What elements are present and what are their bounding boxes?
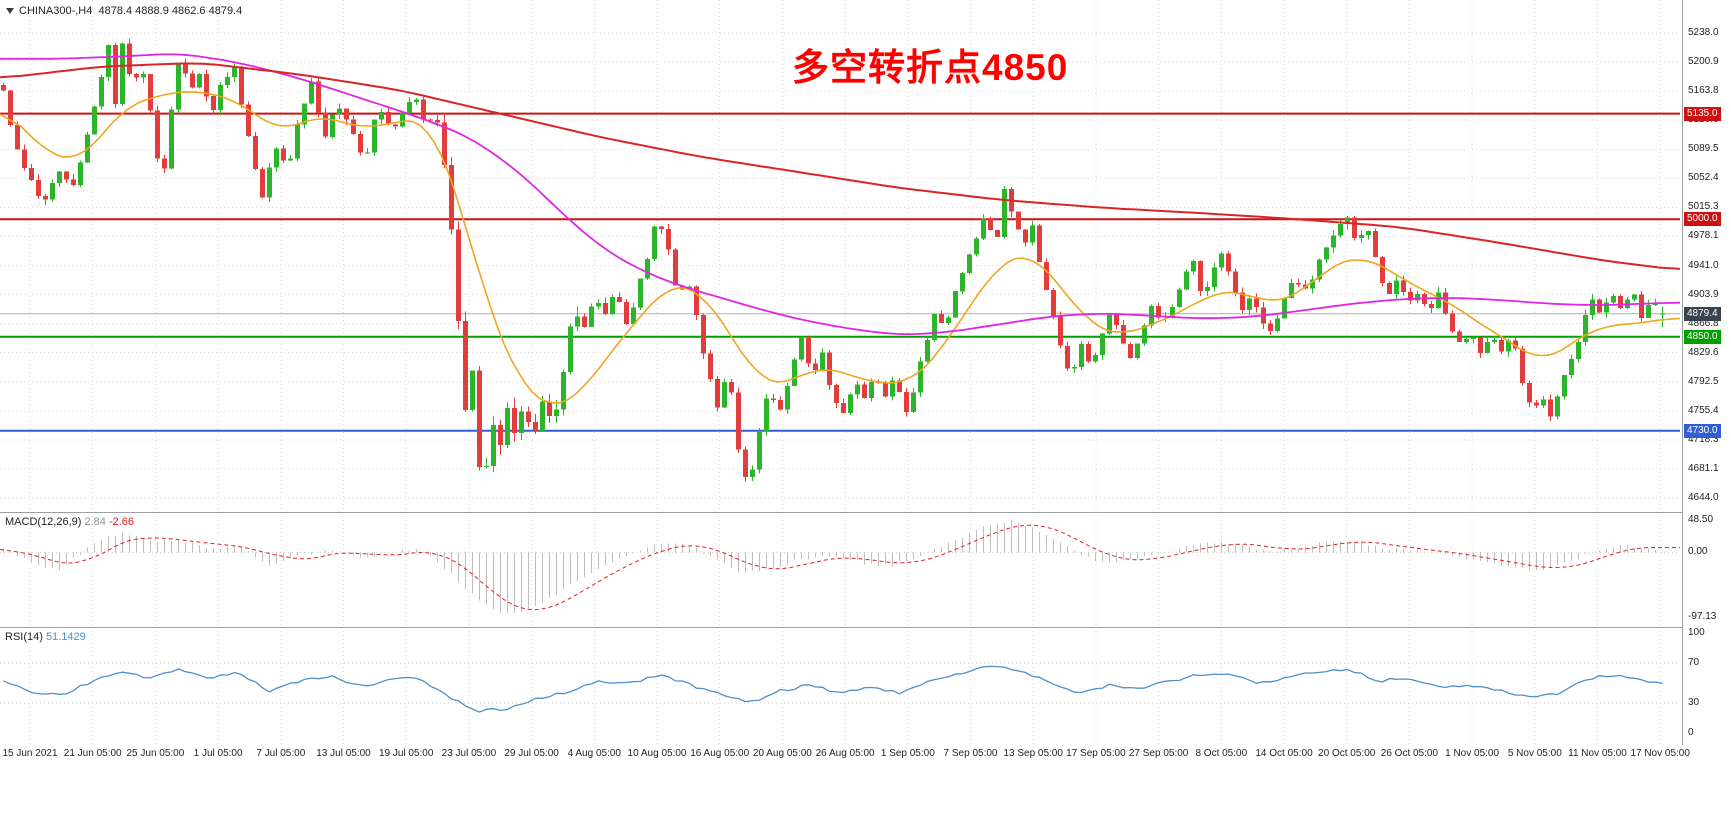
- price-level-badge-4850.0: 4850.0: [1684, 329, 1721, 344]
- ohlc-values: 4878.4 4888.9 4862.6 4879.4: [98, 5, 243, 17]
- time-tick-label: 21 Jun 05:00: [63, 748, 122, 759]
- macd-tick-label: 0.00: [1688, 546, 1708, 558]
- price-tick-label: 5200.9: [1688, 56, 1719, 68]
- macd-tick-label: 48.50: [1688, 513, 1714, 525]
- time-tick-label: 17 Sep 05:00: [1066, 748, 1126, 759]
- macd-name: MACD(12,26,9): [5, 516, 82, 528]
- rsi-panel-canvas[interactable]: [0, 627, 1680, 745]
- time-tick-label: 23 Jul 05:00: [441, 748, 497, 759]
- grid-lines: [29, 627, 1661, 745]
- time-tick-label: 7 Jul 05:00: [256, 748, 306, 759]
- macd-signal-value: -2.66: [108, 516, 135, 528]
- rsi-value: 51.1429: [45, 631, 86, 643]
- ma-slow-red: [0, 62, 1680, 270]
- one-click-trading-icon[interactable]: [6, 8, 14, 15]
- macd-tick-label: -97.13: [1688, 610, 1717, 622]
- price-tick-label: 4681.1: [1688, 462, 1719, 474]
- time-tick-label: 19 Jul 05:00: [378, 748, 434, 759]
- rsi-tick-label: 0: [1688, 727, 1694, 738]
- time-tick-label: 1 Sep 05:00: [880, 748, 935, 759]
- price-tick-label: 4644.0: [1688, 492, 1719, 503]
- time-tick-label: 25 Jun 05:00: [126, 748, 185, 759]
- panel-separator[interactable]: [0, 627, 1731, 628]
- time-tick-label: 20 Aug 05:00: [752, 748, 812, 759]
- rsi-line: [3, 665, 1663, 713]
- time-tick-label: 13 Jul 05:00: [316, 748, 371, 759]
- price-level-badge-5135.0: 5135.0: [1684, 106, 1721, 121]
- price-level-badge-4730.0: 4730.0: [1684, 423, 1721, 438]
- price-tick-label: 4941.0: [1688, 259, 1719, 271]
- price-chart-canvas[interactable]: [0, 0, 1680, 512]
- price-tick-label: 4903.9: [1688, 288, 1719, 300]
- macd-histogram: [2, 519, 1664, 614]
- panel-separator[interactable]: [0, 512, 1731, 513]
- time-tick-label: 14 Oct 05:00: [1255, 748, 1313, 759]
- price-tick-label: 5052.4: [1688, 172, 1719, 184]
- price-level-badge-5000.0: 5000.0: [1684, 212, 1721, 227]
- ma-fast-orange: [0, 91, 1680, 404]
- price-tick-label: 4866.8: [1688, 317, 1719, 329]
- time-tick-label: 4 Aug 05:00: [567, 748, 621, 759]
- ma-mid-magenta: [0, 53, 1680, 336]
- time-axis[interactable]: 15 Jun 2021 21 Jun 05:00 25 Jun 05:00 1 Jul…: [0, 745, 1731, 767]
- price-tick-label: 4718.3: [1688, 433, 1719, 445]
- grid-lines: [29, 512, 1661, 627]
- time-tick-label: 29 Jul 05:00: [504, 748, 559, 759]
- macd-indicator-label: MACD(12,26,9) 2.84 -2.66: [5, 516, 134, 528]
- price-tick-label: 4755.4: [1688, 404, 1719, 416]
- time-tick-label: 5 Nov 05:00: [1507, 748, 1562, 759]
- time-tick-label: 27 Sep 05:00: [1128, 748, 1189, 759]
- horizontal-level-lines: [0, 112, 1680, 432]
- price-tick-label: 4792.5: [1688, 375, 1719, 387]
- candlestick-series: [1, 38, 1665, 482]
- rsi-tick-label: 100: [1688, 627, 1705, 638]
- symbol-period-label: CHINA300-,H4: [19, 5, 93, 17]
- price-tick-label: 4978.1: [1688, 230, 1719, 242]
- time-tick-label: 26 Oct 05:00: [1380, 748, 1439, 759]
- time-tick-label: 8 Oct 05:00: [1195, 748, 1248, 759]
- time-tick-label: 11 Nov 05:00: [1568, 748, 1627, 759]
- price-tick-label: 5089.5: [1688, 143, 1719, 155]
- price-tick-label: 5015.3: [1688, 201, 1719, 213]
- time-tick-label: 26 Aug 05:00: [815, 748, 875, 759]
- time-tick-label: 15 Jun 2021: [2, 748, 58, 759]
- macd-signal-line: [0, 524, 1680, 611]
- time-tick-label: 20 Oct 05:00: [1318, 748, 1376, 759]
- rsi-tick-label: 30: [1688, 697, 1700, 708]
- rsi-name: RSI(14): [5, 631, 43, 643]
- time-tick-label: 7 Sep 05:00: [943, 748, 998, 759]
- price-tick-label: 5163.8: [1688, 85, 1719, 97]
- time-tick-label: 10 Aug 05:00: [627, 748, 687, 759]
- time-tick-label: 1 Nov 05:00: [1445, 748, 1500, 759]
- time-tick-label: 13 Sep 05:00: [1003, 748, 1063, 759]
- symbol-ohlc-readout: CHINA300-,H4 4878.4 4888.9 4862.6 4879.4: [6, 5, 242, 17]
- price-axis[interactable]: 5238.05200.95163.85126.65089.55052.45015…: [1683, 0, 1731, 745]
- annotation-text[interactable]: 多空转折点4850: [792, 47, 1069, 88]
- price-level-badge-4879.4: 4879.4: [1684, 306, 1721, 321]
- rsi-tick-label: 70: [1688, 657, 1700, 668]
- time-tick-label: 1 Jul 05:00: [193, 748, 243, 759]
- price-axis-border: [1682, 0, 1683, 745]
- time-tick-label: 16 Aug 05:00: [690, 748, 750, 759]
- price-tick-label: 4829.6: [1688, 346, 1719, 358]
- time-tick-label: 17 Nov 05:00: [1630, 748, 1690, 759]
- macd-value: 2.84: [84, 516, 106, 528]
- price-tick-label: 5238.0: [1688, 27, 1719, 38]
- macd-panel-canvas[interactable]: [0, 512, 1680, 627]
- rsi-indicator-label: RSI(14) 51.1429: [5, 631, 86, 643]
